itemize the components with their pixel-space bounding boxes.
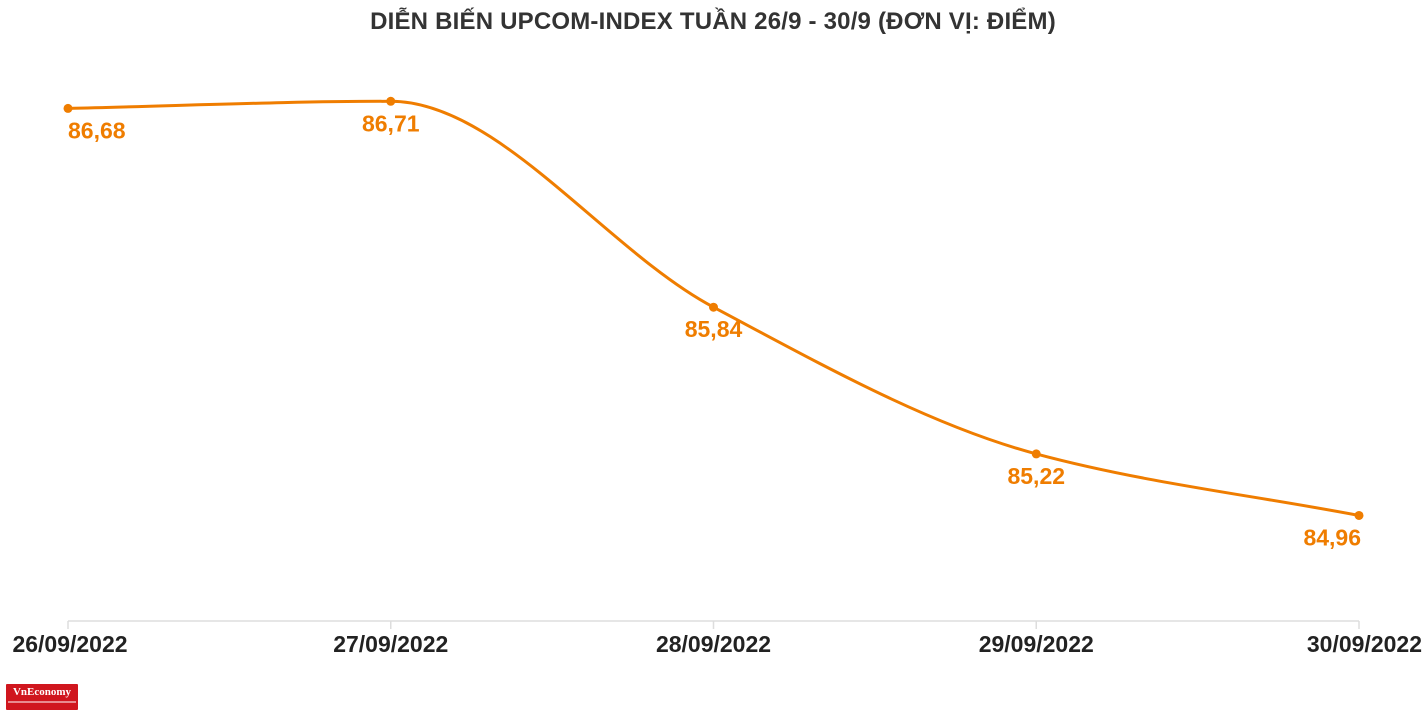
x-axis bbox=[67, 620, 1360, 629]
data-point-5 bbox=[1354, 510, 1364, 520]
x-tick-labels: 26/09/2022 27/09/2022 28/09/2022 29/09/2022… bbox=[12, 631, 1422, 657]
chart-title: DIỄN BIẾN UPCOM-INDEX TUẦN 26/9 - 30/9 (… bbox=[370, 8, 1056, 35]
x-tick-label-1: 26/09/2022 bbox=[12, 631, 127, 657]
data-label-5: 84,96 bbox=[1303, 524, 1361, 550]
data-label-4: 85,22 bbox=[1007, 463, 1065, 489]
data-point-3 bbox=[709, 302, 718, 312]
logo-tagline-decoration bbox=[8, 701, 76, 703]
data-point-2 bbox=[386, 96, 396, 106]
data-label-1: 86,68 bbox=[68, 117, 126, 143]
x-tick-label-3: 28/09/2022 bbox=[656, 631, 771, 657]
logo-text: VnEconomy bbox=[12, 686, 72, 698]
x-tick-label-4: 29/09/2022 bbox=[979, 631, 1094, 657]
data-point-1 bbox=[63, 103, 73, 113]
x-tick-label-5: 30/09/2022 bbox=[1307, 631, 1422, 657]
vneconomy-logo: VnEconomy bbox=[6, 684, 78, 710]
data-points bbox=[63, 96, 1364, 520]
data-label-3: 85,84 bbox=[685, 316, 743, 342]
data-labels: 86,68 86,71 85,84 85,22 84,96 bbox=[68, 110, 1361, 550]
data-point-4 bbox=[1031, 449, 1041, 459]
x-tick-label-2: 27/09/2022 bbox=[333, 631, 448, 657]
data-label-2: 86,71 bbox=[362, 110, 420, 136]
